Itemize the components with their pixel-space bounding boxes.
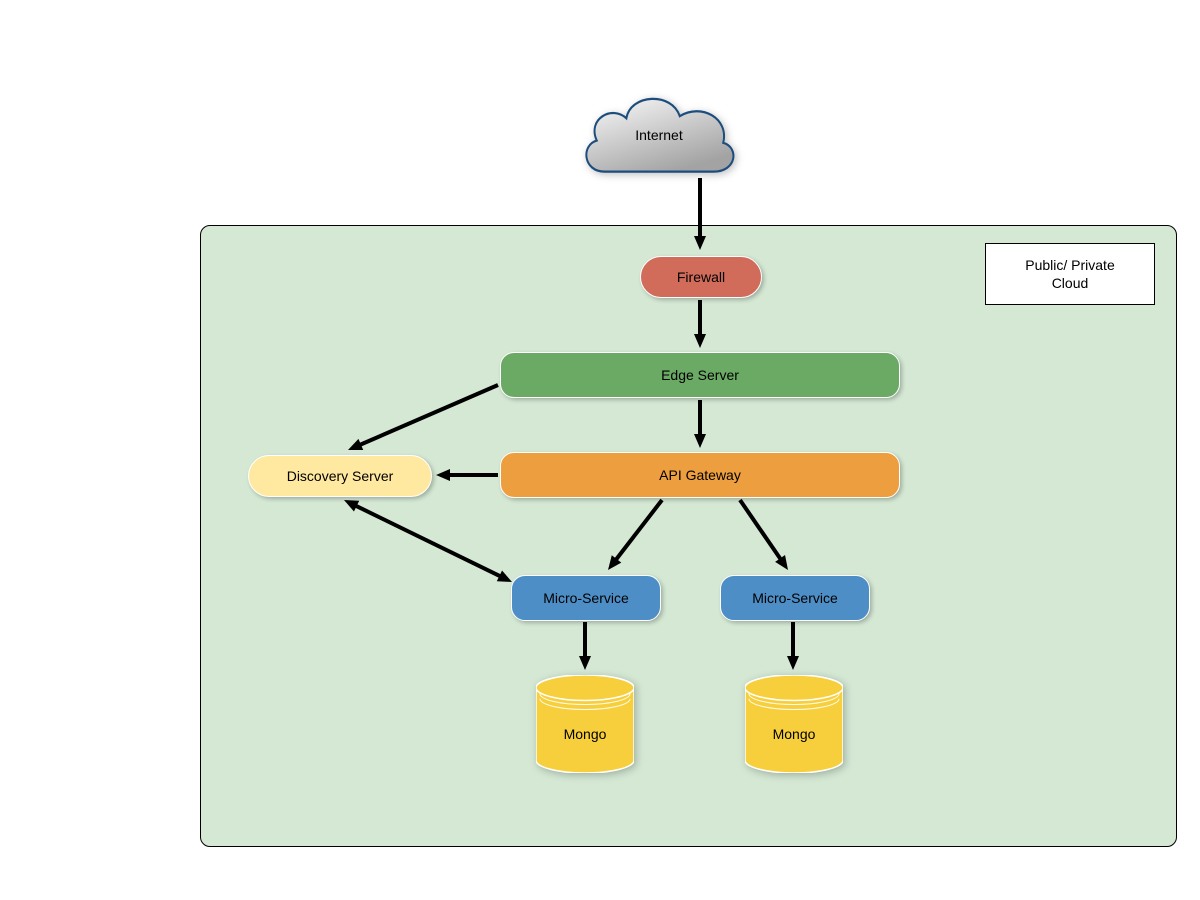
diagram-canvas: Public/ Private Cloud Internet Firewall … bbox=[0, 0, 1200, 900]
mongo-db-1 bbox=[536, 675, 634, 773]
firewall-label: Firewall bbox=[677, 269, 725, 285]
firewall-node: Firewall bbox=[640, 256, 762, 298]
discovery-server-node: Discovery Server bbox=[248, 455, 432, 497]
gateway-label: API Gateway bbox=[659, 467, 741, 483]
mongo-db-2 bbox=[745, 675, 843, 773]
ms2-label: Micro-Service bbox=[752, 590, 838, 606]
microservice-1-node: Micro-Service bbox=[511, 575, 661, 621]
cloud-container-label-text: Public/ Private Cloud bbox=[1025, 256, 1114, 292]
edge-server-node: Edge Server bbox=[500, 352, 900, 398]
discovery-label: Discovery Server bbox=[287, 468, 394, 484]
edge-label: Edge Server bbox=[661, 367, 739, 383]
internet-cloud bbox=[575, 85, 743, 185]
api-gateway-node: API Gateway bbox=[500, 452, 900, 498]
ms1-label: Micro-Service bbox=[543, 590, 629, 606]
cloud-container bbox=[200, 225, 1177, 847]
cloud-container-label: Public/ Private Cloud bbox=[985, 243, 1155, 305]
microservice-2-node: Micro-Service bbox=[720, 575, 870, 621]
